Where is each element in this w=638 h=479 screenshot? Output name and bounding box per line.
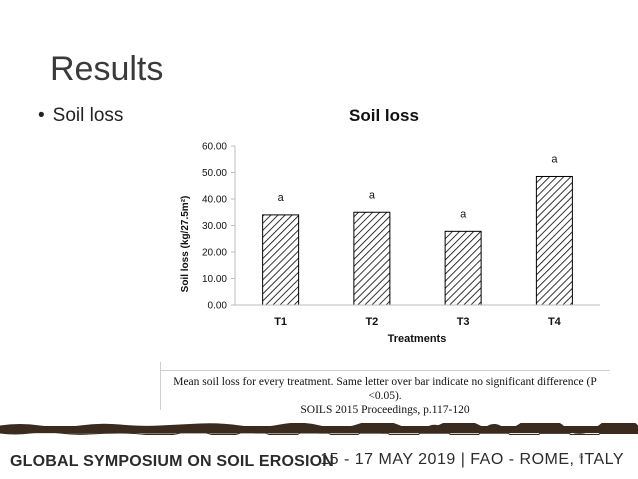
y-tick-label: 20.00: [202, 248, 227, 259]
bar-t1: [262, 214, 300, 306]
y-tick-label: 30.00: [202, 221, 227, 232]
x-tick-label: T1: [274, 316, 287, 328]
x-axis-label: Treatments: [388, 333, 447, 345]
y-axis: 0.00 10.00 20.00 30.00 40.00 50.00 60.00: [202, 142, 236, 312]
page-number: 6: [579, 452, 584, 461]
significance-letter: a: [460, 208, 467, 220]
footer: GLOBAL SYMPOSIUM ON SOIL EROSION 15 - 17…: [0, 437, 638, 479]
footer-event-dates: 15 - 17 MAY 2019 | FAO - ROME, ITALY: [320, 451, 624, 468]
footer-event-name: GLOBAL SYMPOSIUM ON SOIL EROSION: [10, 453, 335, 470]
figure-caption: Mean soil loss for every treatment. Same…: [160, 370, 610, 417]
y-tick-label: 0.00: [208, 301, 228, 312]
y-axis-label: Soil loss (kg/27.5m²): [180, 196, 191, 293]
chart: Soil loss 0.00 10.00 20.00 30.00 40.00 50.00 6…: [160, 92, 608, 362]
caption-line-1: Mean soil loss for every treatment. Same…: [173, 376, 597, 402]
bullet-text: Soil loss: [52, 105, 124, 126]
bar-t2: [353, 211, 391, 306]
y-tick-label: 10.00: [202, 274, 227, 285]
significance-letter: a: [551, 153, 558, 165]
bar-t3: [444, 230, 482, 306]
bar-t4: [535, 175, 573, 306]
chart-title: Soil loss: [349, 106, 419, 125]
caption-line-2: SOILS 2015 Proceedings, p.117-120: [300, 404, 470, 416]
x-tick-label: T3: [457, 316, 470, 328]
y-tick-label: 50.00: [202, 168, 227, 179]
bullet-item: • Soil loss: [38, 105, 123, 127]
x-axis: T1 T2 T3 T4: [235, 304, 600, 328]
bar-chart-svg: 0.00 10.00 20.00 30.00 40.00 50.00 60.00 a a aa …: [180, 142, 600, 345]
y-tick-label: 60.00: [202, 142, 227, 153]
soil-texture-strip: [0, 423, 638, 435]
bars: a a a a: [262, 153, 573, 306]
slide-title: Results: [50, 50, 164, 88]
significance-letter: a: [369, 189, 376, 201]
y-tick-label: 40.00: [202, 195, 227, 206]
caption-divider: [160, 362, 161, 410]
significance-letter: a: [278, 192, 285, 204]
bullet-dot: •: [38, 105, 45, 126]
x-tick-label: T2: [365, 316, 378, 328]
x-tick-label: T4: [548, 316, 562, 328]
